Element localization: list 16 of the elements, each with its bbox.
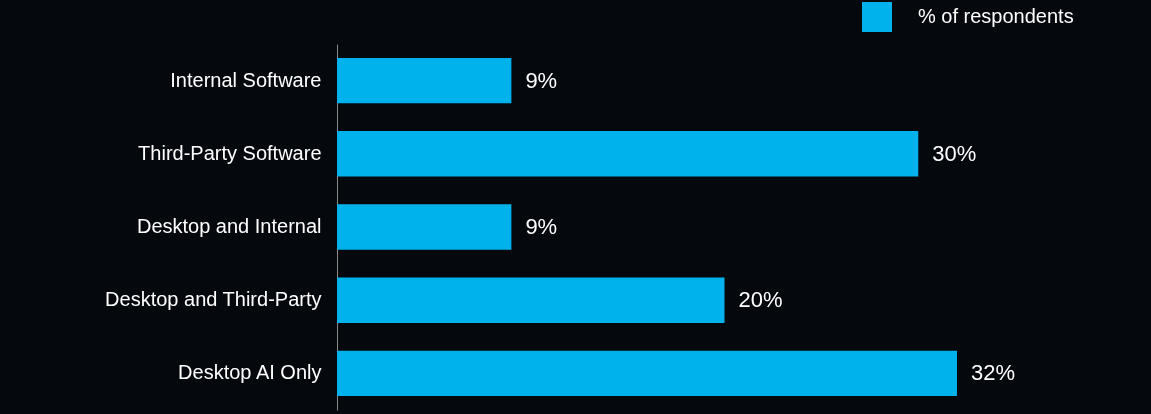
bar	[337, 277, 725, 323]
data-label: 9%	[525, 214, 558, 239]
data-label: 20%	[738, 287, 783, 313]
y-tick-label: Desktop AI Only	[178, 361, 322, 384]
legend-label: % of respondents	[918, 5, 1074, 27]
y-tick-label: Desktop and Internal	[136, 215, 322, 237]
bar	[337, 204, 512, 250]
bar	[337, 350, 957, 397]
y-tick-label: Internal Software	[170, 68, 322, 91]
bar	[337, 131, 919, 177]
data-label: 32%	[971, 360, 1016, 386]
y-tick-label: Desktop and Third-Party	[105, 288, 322, 311]
bar	[337, 57, 512, 104]
data-label: 9%	[525, 67, 558, 93]
data-label: 30%	[932, 140, 977, 166]
y-tick-label: Third-Party Software	[138, 141, 322, 164]
